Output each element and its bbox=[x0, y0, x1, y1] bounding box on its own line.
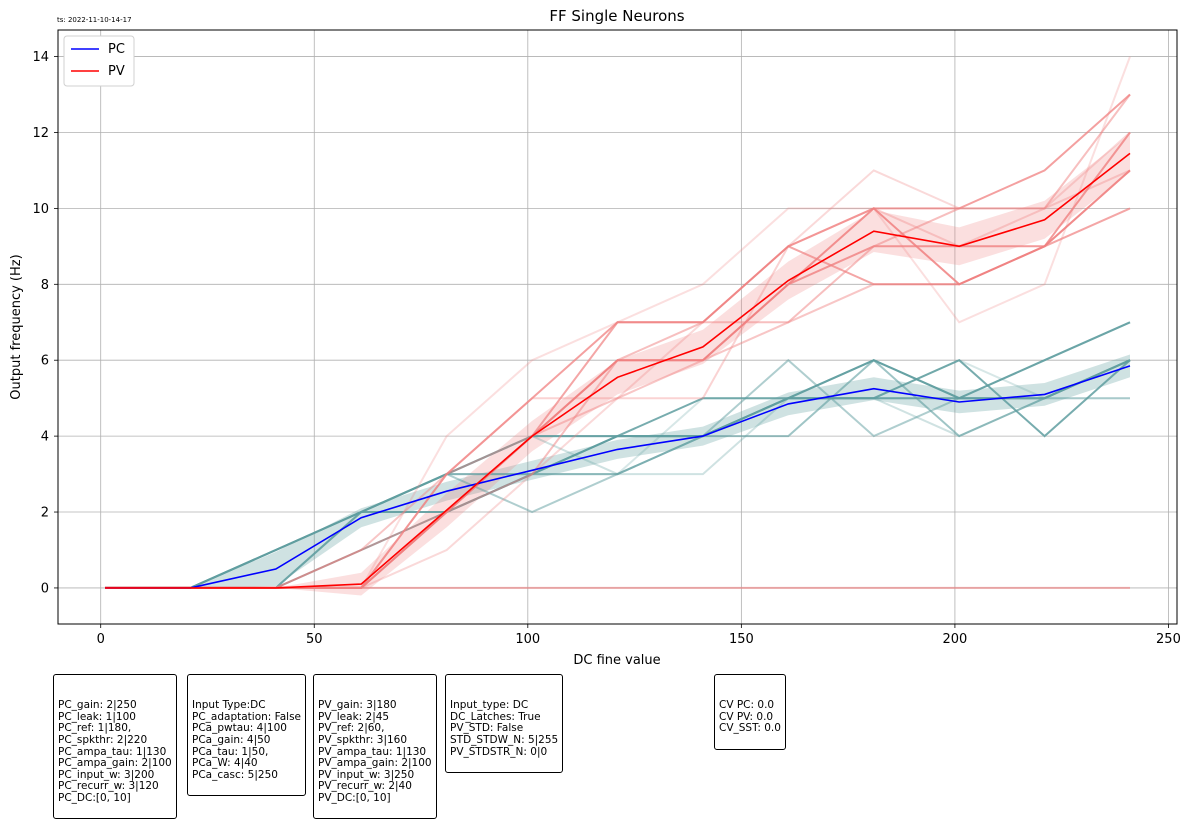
chart: ts: 2022-11-10-14-17 FF Single Neurons 0… bbox=[9, 7, 1181, 665]
info-line: PCa_pwtau: 4|100 bbox=[192, 722, 287, 735]
info-line: PC_ref: 1|180, bbox=[58, 722, 132, 735]
info-line: PC_ampa_tau: 1|130 bbox=[58, 745, 167, 758]
x-axis-label: DC fine value bbox=[573, 653, 660, 665]
info-line: Input_type: DC bbox=[450, 699, 529, 712]
info-line: PV_gain: 3|180 bbox=[318, 699, 397, 712]
y-tick-label: 2 bbox=[41, 506, 49, 521]
info-line: CV_SST: 0.0 bbox=[719, 722, 781, 735]
neuron-traces bbox=[105, 56, 1131, 589]
x-tick-label: 150 bbox=[729, 632, 754, 647]
info-line: PV_ref: 2|60, bbox=[318, 722, 385, 735]
confidence-bands bbox=[105, 134, 1130, 596]
info-line: PV_spkthr: 3|160 bbox=[318, 733, 408, 746]
info-line: PV_ampa_tau: 1|130 bbox=[318, 745, 427, 758]
info-line: PC_adaptation: False bbox=[192, 710, 302, 723]
info-line: PV_recurr_w: 2|40 bbox=[318, 780, 412, 793]
x-tick-label: 250 bbox=[1156, 632, 1181, 647]
y-tick-label: 4 bbox=[41, 430, 49, 445]
info-line: Input Type:DC bbox=[192, 699, 266, 712]
info-line: DC_Latches: True bbox=[450, 710, 541, 723]
pv-band bbox=[105, 134, 1130, 596]
x-tick-label: 200 bbox=[942, 632, 967, 647]
pv-mean-line bbox=[105, 152, 1131, 589]
pv-neuron-line bbox=[105, 93, 1131, 589]
mean-lines bbox=[105, 152, 1131, 589]
info-line: PC_ampa_gain: 2|100 bbox=[58, 757, 172, 770]
info-line: PV_ampa_gain: 2|100 bbox=[318, 757, 432, 770]
pc-neuron-line bbox=[105, 359, 1131, 589]
y-axis-label: Output frequency (Hz) bbox=[9, 254, 24, 399]
pv-neuron-line bbox=[105, 93, 1131, 589]
y-tick-label: 8 bbox=[41, 278, 49, 293]
axis-ticks: 0 50 100 150 200 250 0 2 4 6 8 10 12 14 bbox=[32, 50, 1180, 647]
y-tick-label: 0 bbox=[41, 581, 49, 596]
pc-params-box: PC_gain: 2|250 PC_leak: 1|100 PC_ref: 1|18… bbox=[53, 674, 177, 819]
pv-params-box: PV_gain: 3|180 PV_leak: 2|45 PV_ref: 2|60,… bbox=[313, 674, 437, 819]
legend-pv-label: PV bbox=[108, 64, 125, 79]
x-tick-label: 0 bbox=[97, 632, 105, 647]
grid bbox=[58, 30, 1177, 624]
info-line: PV_input_w: 3|250 bbox=[318, 768, 415, 781]
chart-title: FF Single Neurons bbox=[549, 7, 684, 25]
info-line: STD_STDW_N: 5|255 bbox=[450, 733, 559, 746]
x-tick-label: 100 bbox=[515, 632, 540, 647]
info-line: PC_DC:[0, 10] bbox=[58, 791, 131, 804]
info-line: PV_DC:[0, 10] bbox=[318, 791, 391, 804]
info-line: PC_gain: 2|250 bbox=[58, 699, 137, 712]
info-line: PC_leak: 1|100 bbox=[58, 710, 136, 723]
info-line: CV PV: 0.0 bbox=[719, 710, 774, 723]
cv-box: CV PC: 0.0 CV PV: 0.0 CV_SST: 0.0 bbox=[714, 674, 786, 750]
plot-frame bbox=[57, 29, 1178, 625]
pv-neuron-line bbox=[105, 56, 1131, 589]
legend-pc-label: PC bbox=[108, 42, 125, 57]
legend: PC PV bbox=[63, 35, 135, 87]
info-line: PC_spkthr: 2|220 bbox=[58, 733, 148, 746]
timestamp: ts: 2022-11-10-14-17 bbox=[57, 16, 132, 24]
info-line: PCa_tau: 1|50, bbox=[192, 745, 269, 758]
info-line: PCa_gain: 4|50 bbox=[192, 733, 271, 746]
y-tick-label: 14 bbox=[32, 50, 49, 65]
info-line: PC_recurr_w: 3|120 bbox=[58, 780, 159, 793]
input-type-box: Input_type: DC DC_Latches: True PV_STD: Fa… bbox=[445, 674, 564, 773]
info-line: PCa_casc: 5|250 bbox=[192, 768, 278, 781]
info-line: CV PC: 0.0 bbox=[719, 699, 775, 712]
pc-mean-line bbox=[105, 365, 1131, 589]
y-tick-label: 12 bbox=[32, 126, 49, 141]
x-tick-label: 50 bbox=[306, 632, 323, 647]
info-line: PV_STDSTR_N: 0|0 bbox=[450, 745, 548, 758]
y-tick-label: 6 bbox=[41, 354, 49, 369]
info-line: PC_input_w: 3|200 bbox=[58, 768, 155, 781]
info-line: PCa_W: 4|40 bbox=[192, 757, 258, 770]
info-line: PV_STD: False bbox=[450, 722, 524, 735]
info-line: PV_leak: 2|45 bbox=[318, 710, 390, 723]
y-tick-label: 10 bbox=[32, 202, 49, 217]
pc-adaptation-box: Input Type:DC PC_adaptation: False PCa_pwt… bbox=[187, 674, 307, 796]
